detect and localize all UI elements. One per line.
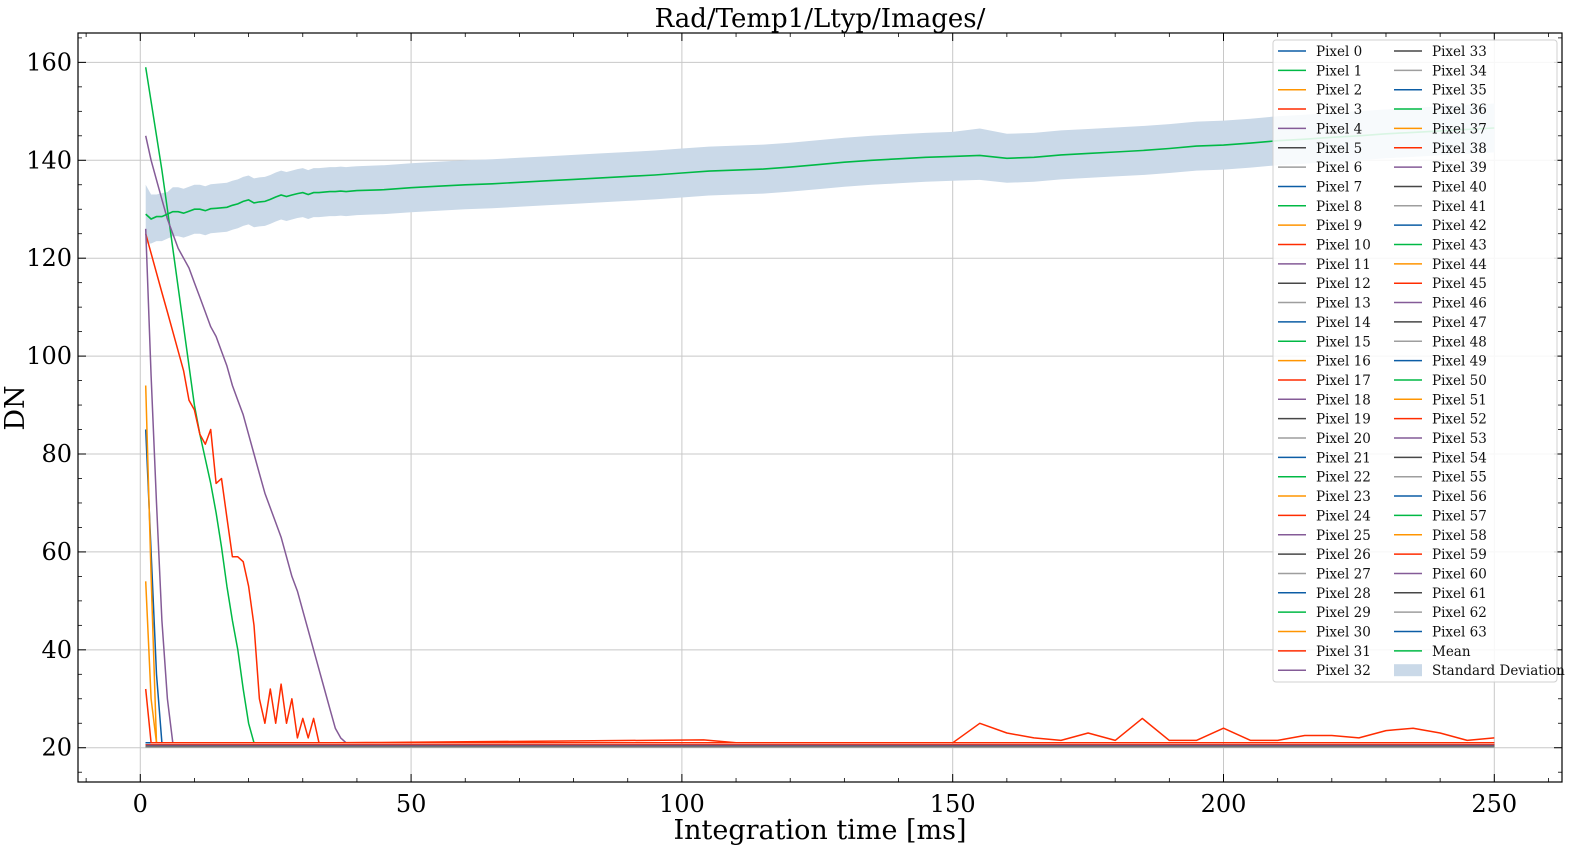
legend: Pixel 0 Pixel 1 Pixel 2 Pixel 3 Pixel 4 Pixel… — [1272, 39, 1565, 683]
x-tick-label: 0 — [133, 790, 148, 818]
legend-label: Pixel 28 — [1316, 586, 1371, 602]
legend-label: Pixel 52 — [1432, 412, 1487, 428]
y-axis-label: DN — [0, 385, 31, 430]
x-tick-label: 150 — [930, 790, 976, 818]
legend-label: Pixel 24 — [1316, 508, 1371, 524]
legend-label: Pixel 58 — [1432, 528, 1487, 544]
legend-label: Pixel 29 — [1316, 605, 1371, 621]
legend-label: Pixel 15 — [1316, 334, 1371, 350]
legend-label: Pixel 4 — [1316, 121, 1362, 137]
axis-ticks: 0 50 100 150 200 250 20 40 60 80 100 120 140 160 — [26, 33, 1562, 818]
legend-label: Pixel 51 — [1432, 392, 1487, 408]
legend-label: Pixel 54 — [1432, 450, 1487, 466]
legend-label: Pixel 11 — [1316, 257, 1371, 273]
y-tick-label: 60 — [41, 538, 72, 566]
legend-label: Pixel 56 — [1432, 489, 1487, 505]
legend-label: Pixel 49 — [1432, 354, 1487, 370]
y-tick-label: 100 — [26, 342, 72, 370]
legend-label: Pixel 43 — [1432, 238, 1487, 254]
series-pixel-1 — [144, 67, 1495, 744]
legend-label: Pixel 10 — [1316, 238, 1371, 254]
legend-label: Pixel 42 — [1432, 218, 1487, 234]
legend-label: Pixel 26 — [1316, 547, 1371, 563]
legend-label: Pixel 3 — [1316, 102, 1362, 118]
pixel-series — [144, 67, 1495, 748]
legend-label: Pixel 41 — [1432, 199, 1487, 215]
series-pixel-4 — [144, 135, 1495, 744]
y-tick-label: 80 — [41, 440, 72, 468]
y-tick-label: 20 — [41, 734, 72, 762]
y-tick-label: 40 — [41, 636, 72, 664]
legend-label: Pixel 8 — [1316, 199, 1362, 215]
legend-label: Pixel 1 — [1316, 63, 1362, 79]
x-tick-label: 250 — [1471, 790, 1517, 818]
legend-label: Pixel 19 — [1316, 412, 1371, 428]
plot-frame — [77, 32, 1563, 783]
legend-label: Pixel 36 — [1432, 102, 1487, 118]
legend-label: Pixel 35 — [1432, 83, 1487, 99]
legend-label: Standard Deviation — [1432, 663, 1565, 679]
legend-label: Pixel 33 — [1432, 44, 1487, 60]
legend-label: Pixel 20 — [1316, 431, 1371, 447]
legend-label: Pixel 30 — [1316, 625, 1371, 641]
legend-label: Pixel 18 — [1316, 392, 1371, 408]
legend-label: Pixel 59 — [1432, 547, 1487, 563]
legend-label: Mean — [1432, 644, 1471, 660]
legend-label: Pixel 40 — [1432, 179, 1487, 195]
x-tick-label: 100 — [659, 790, 705, 818]
legend-label: Pixel 5 — [1316, 141, 1362, 157]
legend-label: Pixel 0 — [1316, 44, 1362, 60]
legend-label: Pixel 21 — [1316, 450, 1371, 466]
legend-label: Pixel 14 — [1316, 315, 1371, 331]
legend-label: Pixel 37 — [1432, 121, 1487, 137]
series-pixel-10 — [144, 688, 1495, 744]
legend-label: Pixel 57 — [1432, 508, 1487, 524]
legend-label: Pixel 48 — [1432, 334, 1487, 350]
standard-deviation-band — [145, 103, 1495, 244]
legend-label: Pixel 22 — [1316, 470, 1371, 486]
legend-label: Pixel 50 — [1432, 373, 1487, 389]
x-tick-label: 200 — [1201, 790, 1247, 818]
legend-label: Pixel 25 — [1316, 528, 1371, 544]
y-tick-label: 140 — [26, 146, 72, 174]
y-tick-label: 160 — [26, 48, 72, 76]
legend-label: Pixel 61 — [1432, 586, 1487, 602]
legend-label: Pixel 23 — [1316, 489, 1371, 505]
legend-label: Pixel 34 — [1432, 63, 1487, 79]
legend-label: Pixel 39 — [1432, 160, 1487, 176]
y-tick-label: 120 — [26, 244, 72, 272]
mean-series — [145, 127, 1495, 220]
legend-label: Pixel 47 — [1432, 315, 1487, 331]
legend-label: Pixel 32 — [1316, 663, 1371, 679]
legend-label: Pixel 16 — [1316, 354, 1371, 370]
legend-label: Pixel 60 — [1432, 566, 1487, 582]
series-mean — [145, 127, 1495, 220]
legend-label: Pixel 13 — [1316, 296, 1371, 312]
legend-label: Pixel 9 — [1316, 218, 1362, 234]
legend-label: Pixel 46 — [1432, 296, 1487, 312]
legend-label: Pixel 38 — [1432, 141, 1487, 157]
std-band — [145, 103, 1495, 244]
legend-label: Pixel 62 — [1432, 605, 1487, 621]
x-axis-label: Integration time [ms] — [673, 815, 966, 846]
x-tick-label: 50 — [396, 790, 427, 818]
legend-label: Pixel 2 — [1316, 83, 1362, 99]
legend-label: Pixel 6 — [1316, 160, 1362, 176]
legend-label: Pixel 27 — [1316, 566, 1371, 582]
legend-label: Pixel 17 — [1316, 373, 1371, 389]
chart-title: Rad/Temp1/Ltyp/Images/ — [655, 4, 986, 34]
legend-label: Pixel 55 — [1432, 470, 1487, 486]
series-pixel-3 — [144, 233, 1495, 744]
legend-label: Pixel 53 — [1432, 431, 1487, 447]
legend-label: Pixel 44 — [1432, 257, 1487, 273]
legend-label: Pixel 31 — [1316, 644, 1371, 660]
legend-label: Pixel 63 — [1432, 625, 1487, 641]
legend-label: Pixel 7 — [1316, 179, 1362, 195]
legend-label: Pixel 45 — [1432, 276, 1487, 292]
legend-label: Pixel 12 — [1316, 276, 1371, 292]
legend-swatch — [1394, 664, 1422, 677]
